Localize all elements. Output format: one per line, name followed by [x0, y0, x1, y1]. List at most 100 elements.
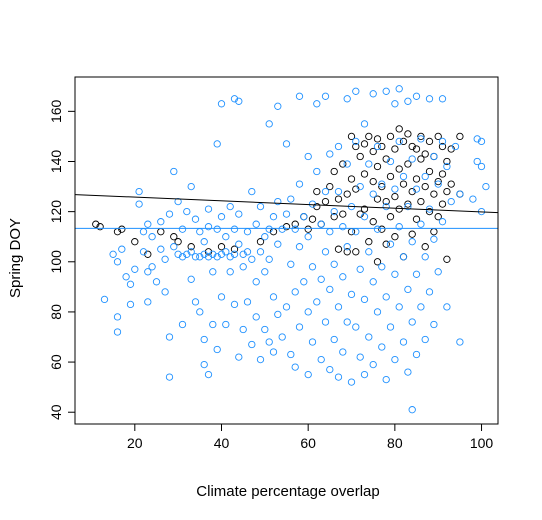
x-tick-label: 100: [470, 435, 494, 451]
data-point: [144, 268, 152, 276]
data-point: [386, 323, 395, 331]
data-point: [386, 132, 395, 141]
data-point: [187, 275, 195, 283]
data-point: [165, 333, 174, 341]
data-point: [191, 215, 200, 223]
data-point: [256, 202, 265, 211]
data-point: [352, 137, 360, 146]
data-point: [404, 200, 412, 208]
data-point: [339, 160, 347, 168]
data-point: [438, 142, 447, 151]
data-point: [226, 268, 234, 276]
data-point: [404, 285, 412, 294]
data-point: [395, 165, 403, 173]
data-point: [326, 182, 334, 191]
data-point: [343, 318, 351, 326]
data-point: [360, 170, 369, 178]
data-point: [373, 225, 382, 233]
data-point: [382, 375, 390, 384]
data-point: [339, 348, 347, 356]
data-point: [321, 318, 330, 326]
data-point: [360, 140, 369, 148]
data-point: [365, 160, 373, 168]
data-point: [209, 268, 217, 276]
data-point: [287, 195, 295, 203]
data-point: [443, 255, 451, 263]
data-point: [412, 350, 421, 359]
data-point: [291, 363, 299, 371]
data-point: [113, 313, 122, 321]
data-point: [222, 320, 230, 329]
data-point: [230, 225, 239, 233]
data-point: [330, 260, 338, 268]
data-point: [334, 303, 343, 311]
data-point: [339, 273, 347, 281]
y-tick-label: 60: [48, 354, 64, 370]
data-point: [408, 406, 416, 414]
data-point: [204, 253, 213, 261]
data-point: [425, 95, 434, 103]
data-point: [412, 215, 421, 223]
data-point: [356, 210, 364, 218]
data-point: [339, 223, 347, 231]
data-point: [417, 155, 425, 163]
data-point: [369, 360, 377, 369]
y-tick-label: 140: [48, 150, 64, 174]
data-point: [378, 343, 386, 351]
data-point: [213, 140, 221, 148]
data-point: [386, 213, 395, 221]
data-point: [139, 248, 148, 256]
data-point: [248, 255, 256, 263]
data-point: [378, 225, 386, 233]
data-point: [443, 187, 451, 196]
data-point: [295, 92, 304, 100]
data-point: [369, 218, 377, 226]
data-point: [235, 97, 243, 105]
data-point: [343, 160, 351, 168]
data-point: [226, 253, 234, 261]
data-point: [217, 243, 226, 251]
data-point: [291, 225, 299, 233]
data-point: [213, 345, 221, 354]
data-point: [265, 255, 273, 263]
data-point: [230, 250, 239, 258]
data-point: [304, 370, 312, 379]
y-tick-label: 80: [48, 304, 64, 320]
data-point: [118, 245, 126, 253]
data-point: [304, 152, 312, 161]
data-point: [243, 298, 252, 306]
data-point: [313, 100, 321, 108]
data-point: [269, 293, 278, 301]
data-point: [308, 263, 317, 271]
data-point: [425, 288, 434, 296]
data-point: [378, 263, 386, 271]
data-point: [139, 228, 148, 236]
data-point: [417, 303, 425, 311]
data-point: [443, 162, 451, 171]
data-point: [391, 233, 399, 241]
data-point: [321, 197, 330, 206]
data-point: [382, 155, 390, 163]
data-point: [373, 135, 382, 143]
data-point: [477, 137, 486, 146]
data-point: [274, 197, 282, 206]
data-point: [200, 250, 208, 258]
data-point: [408, 187, 416, 196]
data-point: [326, 285, 334, 294]
data-point: [438, 200, 447, 208]
data-point: [131, 238, 139, 246]
data-point: [408, 318, 416, 326]
data-point: [274, 102, 282, 110]
data-point: [183, 250, 191, 258]
data-point: [360, 213, 369, 221]
data-point: [369, 278, 377, 286]
data-point: [334, 373, 343, 381]
data-point: [252, 220, 260, 228]
data-point: [135, 187, 143, 196]
data-point: [178, 320, 187, 329]
data-point: [352, 228, 360, 236]
data-point: [226, 202, 234, 211]
x-tick-label: 20: [127, 435, 143, 451]
data-point: [261, 325, 269, 334]
data-point: [187, 248, 195, 256]
